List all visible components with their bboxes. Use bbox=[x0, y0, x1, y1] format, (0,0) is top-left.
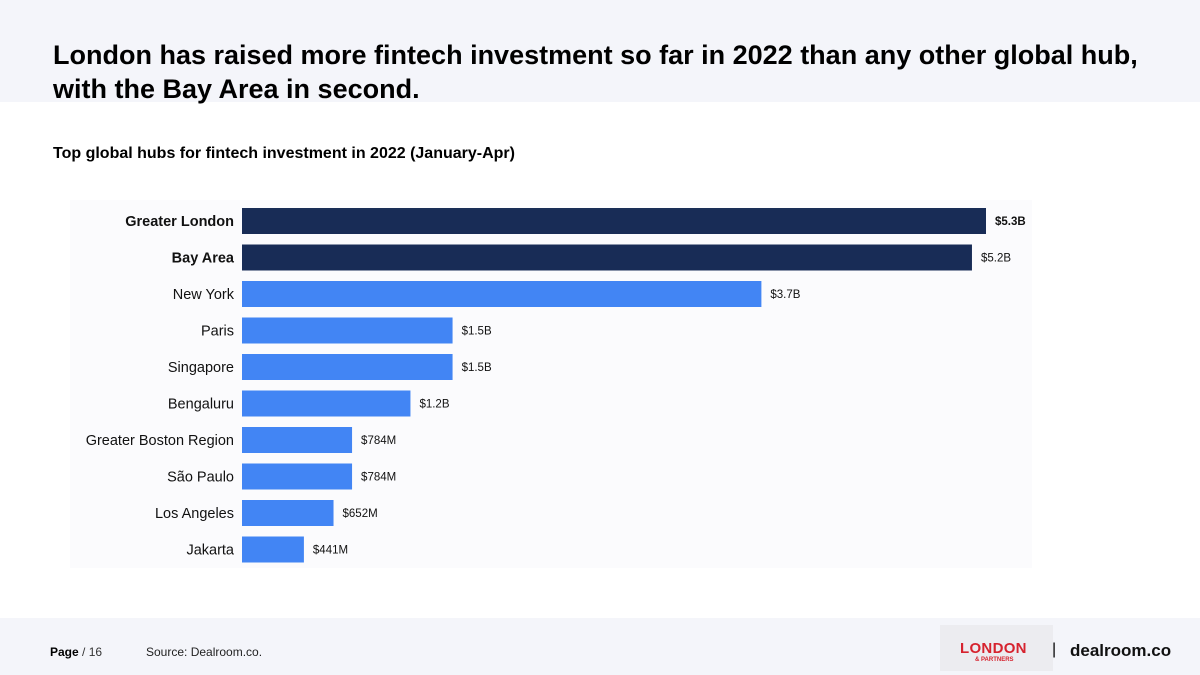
page-indicator: Page / 16 bbox=[50, 645, 102, 659]
value-label: $652M bbox=[343, 508, 378, 520]
logo-separator: | bbox=[1052, 641, 1057, 658]
value-label: $784M bbox=[361, 472, 396, 484]
bar bbox=[242, 500, 334, 526]
bar bbox=[242, 208, 986, 234]
value-label: $784M bbox=[361, 435, 396, 447]
value-label: $1.2B bbox=[419, 399, 449, 411]
header-band bbox=[0, 0, 1200, 102]
dealroom-logo: dealroom.co bbox=[1070, 641, 1172, 660]
bar bbox=[242, 463, 353, 490]
category-label: São Paulo bbox=[167, 470, 234, 486]
category-label: Paris bbox=[201, 324, 234, 340]
bar bbox=[242, 354, 453, 380]
bar bbox=[242, 536, 304, 563]
value-label: $1.5B bbox=[462, 362, 492, 374]
value-label: $3.7B bbox=[770, 289, 800, 301]
category-label: Bengaluru bbox=[168, 397, 234, 413]
value-label: $5.2B bbox=[981, 253, 1011, 265]
london-logo-text: LONDON bbox=[960, 640, 1027, 657]
category-label: Bay Area bbox=[172, 251, 235, 267]
page-label: Page bbox=[50, 645, 79, 659]
partners-logo-text: & PARTNERS bbox=[975, 657, 1014, 663]
category-label: Los Angeles bbox=[155, 506, 234, 522]
london-partners-logo bbox=[940, 625, 1053, 671]
value-label: $5.3B bbox=[995, 216, 1026, 228]
value-label: $441M bbox=[313, 545, 348, 557]
bar bbox=[242, 317, 453, 344]
bar bbox=[242, 427, 353, 453]
chart-title: Top global hubs for fintech investment i… bbox=[53, 145, 515, 162]
bar bbox=[242, 281, 762, 307]
category-label: Jakarta bbox=[186, 543, 234, 559]
page-headline: London has raised more fintech investmen… bbox=[53, 40, 1138, 104]
source-note: Source: Dealroom.co. bbox=[146, 645, 263, 659]
category-label: Greater London bbox=[125, 214, 234, 230]
bar bbox=[242, 390, 411, 417]
category-label: Singapore bbox=[168, 360, 234, 376]
value-label: $1.5B bbox=[462, 326, 492, 338]
category-label: Greater Boston Region bbox=[86, 433, 234, 449]
bar bbox=[242, 244, 972, 271]
page-total: / 16 bbox=[82, 645, 103, 659]
category-label: New York bbox=[173, 287, 235, 303]
